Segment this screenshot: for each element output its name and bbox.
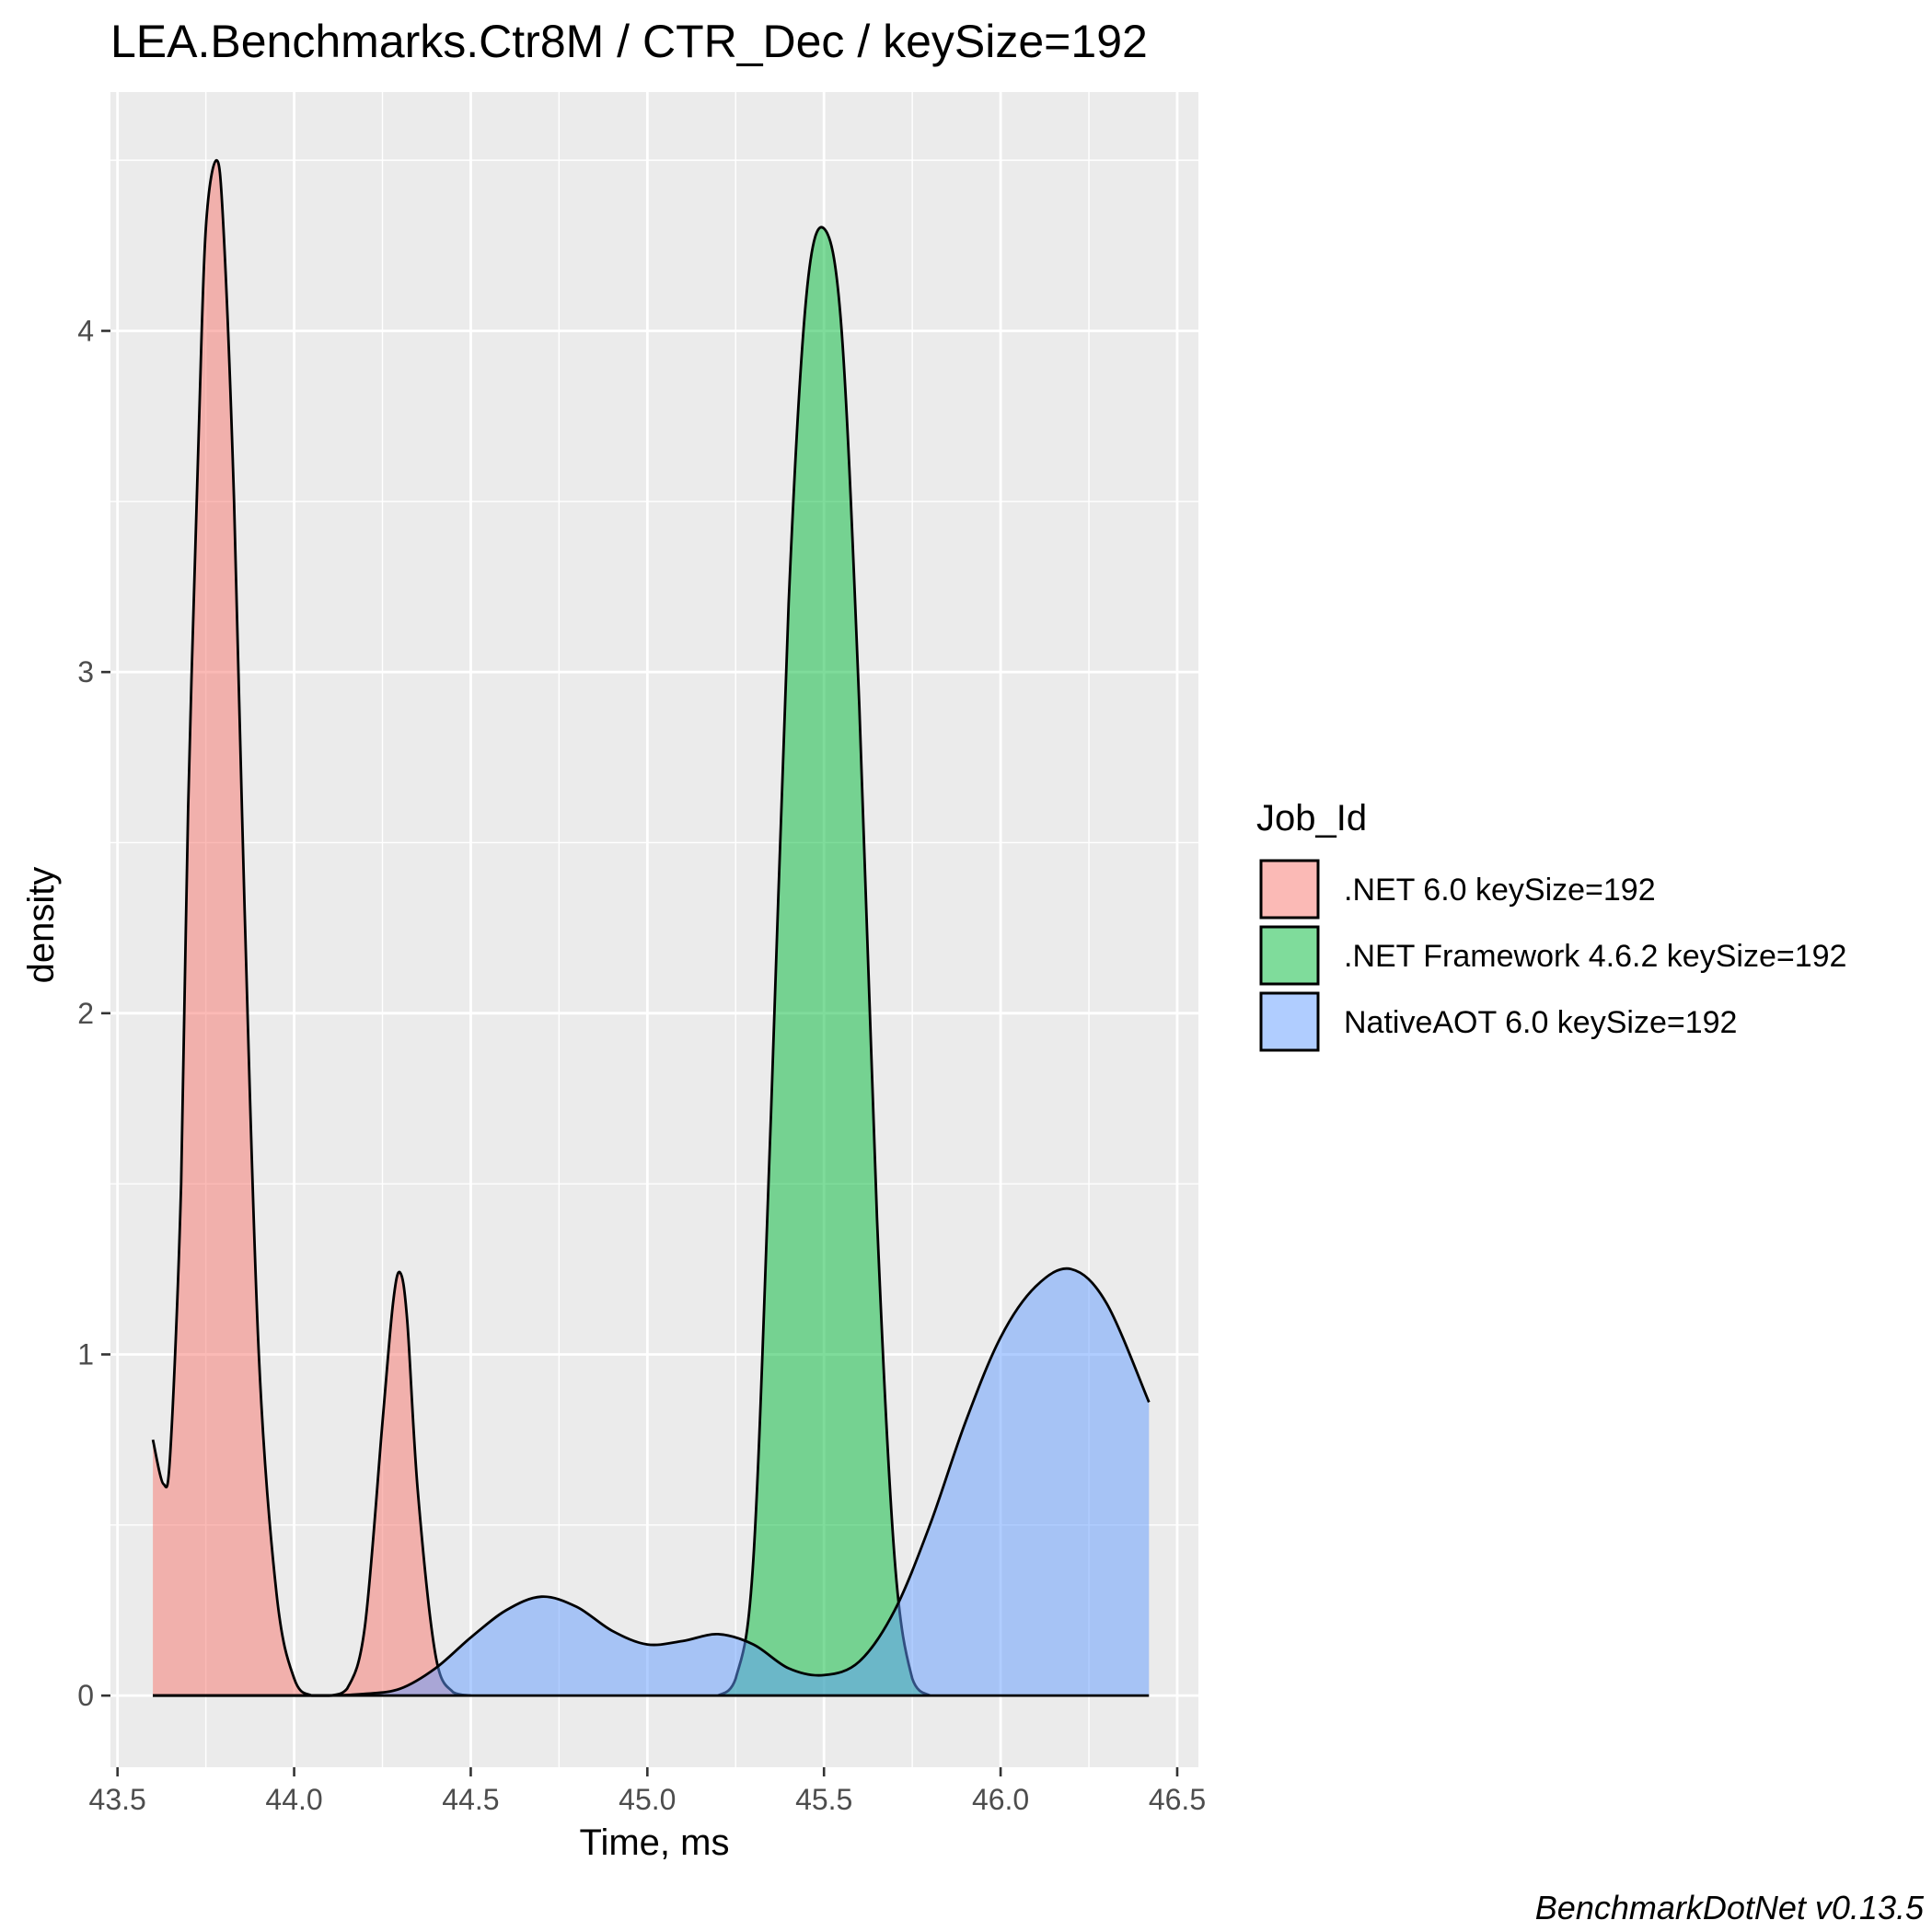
legend-label-net-framework: .NET Framework 4.6.2 keySize=192 bbox=[1344, 939, 1846, 974]
x-axis-title: Time, ms bbox=[580, 1822, 730, 1863]
legend-label-net6: .NET 6.0 keySize=192 bbox=[1344, 873, 1656, 908]
legend: Job_Id .NET 6.0 keySize=192 .NET Framewo… bbox=[1256, 798, 1846, 1052]
legend-swatch-net6 bbox=[1259, 859, 1320, 920]
legend-item-net-framework: .NET Framework 4.6.2 keySize=192 bbox=[1259, 925, 1846, 986]
density-line-nativeaot-6-0-keysize-192 bbox=[153, 1267, 1151, 1697]
legend-title: Job_Id bbox=[1256, 798, 1367, 839]
chart-title: LEA.Benchmarks.Ctr8M / CTR_Dec / keySize… bbox=[110, 16, 1148, 67]
legend-item-nativeaot: NativeAOT 6.0 keySize=192 bbox=[1259, 991, 1737, 1052]
x-tick-label: 46.5 bbox=[1149, 1783, 1206, 1816]
density-area-net-framework-4-6-2-keysize-192 bbox=[718, 226, 931, 1696]
density-line-net-6-0-keysize-192 bbox=[151, 158, 471, 1697]
density-area-nativeaot-6-0-keysize-192 bbox=[153, 1268, 1150, 1696]
x-tick-label: 45.0 bbox=[619, 1783, 676, 1816]
y-tick-label: 1 bbox=[77, 1337, 94, 1371]
x-tick-label: 44.0 bbox=[265, 1783, 322, 1816]
y-tick-label: 0 bbox=[77, 1679, 94, 1712]
y-tick-label: 4 bbox=[77, 314, 94, 347]
legend-swatch-net-framework bbox=[1259, 925, 1320, 986]
caption: BenchmarkDotNet v0.13.5 bbox=[1535, 1889, 1925, 1926]
x-tick-label: 45.5 bbox=[795, 1783, 852, 1816]
density-line-net-framework-4-6-2-keysize-192 bbox=[717, 226, 931, 1697]
y-tick-label: 3 bbox=[77, 655, 94, 688]
y-tick-label: 2 bbox=[77, 997, 94, 1030]
legend-item-net6: .NET 6.0 keySize=192 bbox=[1259, 859, 1656, 920]
y-axis-title: density bbox=[21, 867, 62, 984]
x-tick-label: 44.5 bbox=[442, 1783, 499, 1816]
y-axis-ticks: 0 1 2 3 4 bbox=[77, 314, 110, 1712]
density-area-net-6-0-keysize-192 bbox=[153, 160, 471, 1696]
density-areas bbox=[151, 158, 1151, 1697]
legend-label-nativeaot: NativeAOT 6.0 keySize=192 bbox=[1344, 1005, 1737, 1040]
x-tick-label: 46.0 bbox=[972, 1783, 1029, 1816]
x-axis-ticks: 43.5 44.0 44.5 45.0 45.5 46.0 46.5 bbox=[89, 1767, 1206, 1816]
x-tick-label: 43.5 bbox=[89, 1783, 146, 1816]
legend-swatch-nativeaot bbox=[1259, 991, 1320, 1052]
